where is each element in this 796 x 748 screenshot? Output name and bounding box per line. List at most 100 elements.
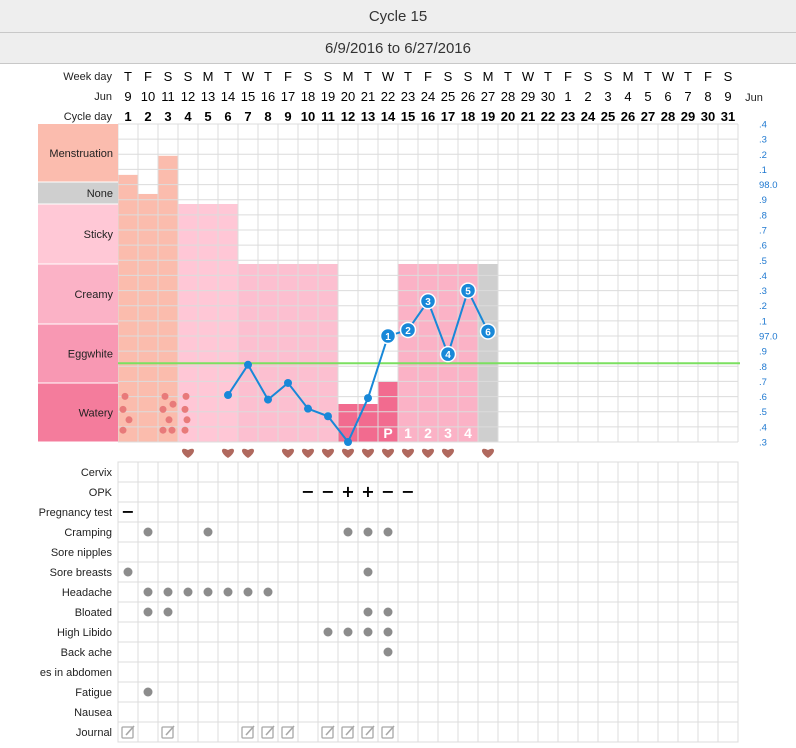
spotting-dot bbox=[119, 426, 127, 434]
date-label: 28 bbox=[501, 89, 515, 104]
cycle-day-label: 19 bbox=[481, 109, 495, 124]
cycle-day-label: 13 bbox=[361, 109, 375, 124]
weekday-label: F bbox=[284, 69, 292, 84]
symptom-dot bbox=[343, 527, 353, 537]
bleeding-bar bbox=[158, 155, 178, 443]
temperature-point bbox=[344, 438, 352, 446]
symptom-dot bbox=[323, 627, 333, 637]
spotting-dot bbox=[168, 426, 176, 434]
symptom-dot bbox=[363, 607, 373, 617]
cycle-day-label: 16 bbox=[421, 109, 435, 124]
symptom-dot bbox=[363, 527, 373, 537]
weekday-label: F bbox=[144, 69, 152, 84]
temperature-point-labeled bbox=[419, 292, 437, 310]
opk-result: − bbox=[301, 482, 314, 501]
weekday-label: T bbox=[404, 69, 412, 84]
luteal-day-label: 4 bbox=[464, 425, 472, 441]
temperature-point bbox=[264, 395, 272, 404]
cycle-day-label: 24 bbox=[581, 109, 596, 124]
luteal-day-label: P bbox=[383, 425, 392, 441]
bleeding-bar bbox=[138, 193, 158, 442]
weekday-label: M bbox=[623, 69, 634, 84]
symptom-dot bbox=[383, 627, 393, 637]
temperature-point bbox=[324, 412, 332, 421]
temperature-tick: .5 bbox=[759, 407, 767, 418]
temperature-point-labeled bbox=[399, 321, 417, 339]
temperature-tick: .6 bbox=[759, 241, 767, 252]
intercourse-heart bbox=[481, 448, 495, 458]
intercourse-heart bbox=[341, 448, 355, 458]
intercourse-heart bbox=[441, 448, 455, 458]
spotting-dot bbox=[181, 426, 189, 434]
weekday-label: T bbox=[224, 69, 232, 84]
temperature-tick: .2 bbox=[759, 301, 767, 312]
cycle-day-label: 15 bbox=[401, 109, 415, 124]
opk-result: + bbox=[341, 482, 354, 501]
temperature-point-labeled bbox=[439, 345, 457, 363]
cycle-day-label: 2 bbox=[144, 109, 151, 124]
opk-result: + bbox=[361, 482, 374, 501]
mucus-category-label: Menstruation bbox=[49, 148, 113, 160]
date-label: 5 bbox=[644, 89, 651, 104]
symptom-dot bbox=[163, 587, 173, 597]
spotting-dot bbox=[169, 400, 177, 408]
cycle-day-label: 14 bbox=[381, 109, 396, 124]
mucus-category-label: Creamy bbox=[74, 289, 113, 301]
date-label: 30 bbox=[541, 89, 555, 104]
cycle-day-label: 12 bbox=[341, 109, 355, 124]
bleeding-bar bbox=[118, 174, 138, 442]
date-label: 6 bbox=[664, 89, 671, 104]
temperature-point-labeled bbox=[459, 282, 477, 299]
weekday-label: F bbox=[424, 69, 432, 84]
date-label: 20 bbox=[341, 89, 355, 104]
symptom-dot bbox=[363, 627, 373, 637]
cycle-day-label: 22 bbox=[541, 109, 555, 124]
cycle-day-label: 1 bbox=[124, 109, 131, 124]
cycle-day-label: 7 bbox=[244, 109, 251, 124]
cycle-day-label: 6 bbox=[224, 109, 231, 124]
temperature-tick: .5 bbox=[759, 256, 767, 267]
weekday-label: T bbox=[684, 69, 692, 84]
mucus-bar bbox=[218, 204, 238, 442]
symptom-row-label: Headache bbox=[62, 587, 112, 599]
weekday-label: S bbox=[304, 69, 313, 84]
date-label: 18 bbox=[301, 89, 315, 104]
symptom-row-label: Sore breasts bbox=[50, 567, 113, 579]
temperature-tick: .8 bbox=[759, 210, 767, 221]
temperature-tick: .7 bbox=[759, 226, 767, 237]
weekday-label: S bbox=[464, 69, 473, 84]
temperature-point-label: 1 bbox=[385, 332, 391, 343]
date-label: 7 bbox=[684, 89, 691, 104]
symptom-row-label: Fatigue bbox=[75, 687, 112, 699]
symptom-row-label: Cramping bbox=[64, 527, 112, 539]
symptom-dot bbox=[143, 527, 153, 537]
weekday-label: S bbox=[164, 69, 173, 84]
temperature-tick: .3 bbox=[759, 286, 767, 297]
cycle-day-label: 27 bbox=[641, 109, 655, 124]
weekday-label: F bbox=[704, 69, 712, 84]
temperature-tick: .8 bbox=[759, 362, 767, 373]
weekday-label: T bbox=[644, 69, 652, 84]
symptom-row-label: Pregnancy test bbox=[39, 507, 112, 519]
opk-result: − bbox=[321, 482, 334, 501]
symptom-dot bbox=[383, 527, 393, 537]
intercourse-heart bbox=[241, 448, 255, 458]
date-label: 15 bbox=[241, 89, 255, 104]
temperature-tick: .7 bbox=[759, 377, 767, 388]
cycle-day-label: 5 bbox=[204, 109, 211, 124]
weekday-label: T bbox=[124, 69, 132, 84]
temperature-tick: .3 bbox=[759, 135, 767, 146]
temperature-tick: .2 bbox=[759, 150, 767, 161]
temperature-tick: .9 bbox=[759, 195, 767, 206]
date-label: 24 bbox=[421, 89, 435, 104]
weekday-label: S bbox=[724, 69, 733, 84]
cycle-day-label: 8 bbox=[264, 109, 271, 124]
gray-day-bar bbox=[478, 264, 498, 442]
pregnancy-test-result: − bbox=[121, 502, 134, 521]
date-label: 29 bbox=[521, 89, 535, 104]
date-label: 16 bbox=[261, 89, 275, 104]
date-label: 13 bbox=[201, 89, 215, 104]
temperature-point-label: 3 bbox=[425, 297, 431, 308]
symptom-row-label: Bloated bbox=[75, 607, 112, 619]
mucus-label-bg bbox=[38, 204, 118, 264]
